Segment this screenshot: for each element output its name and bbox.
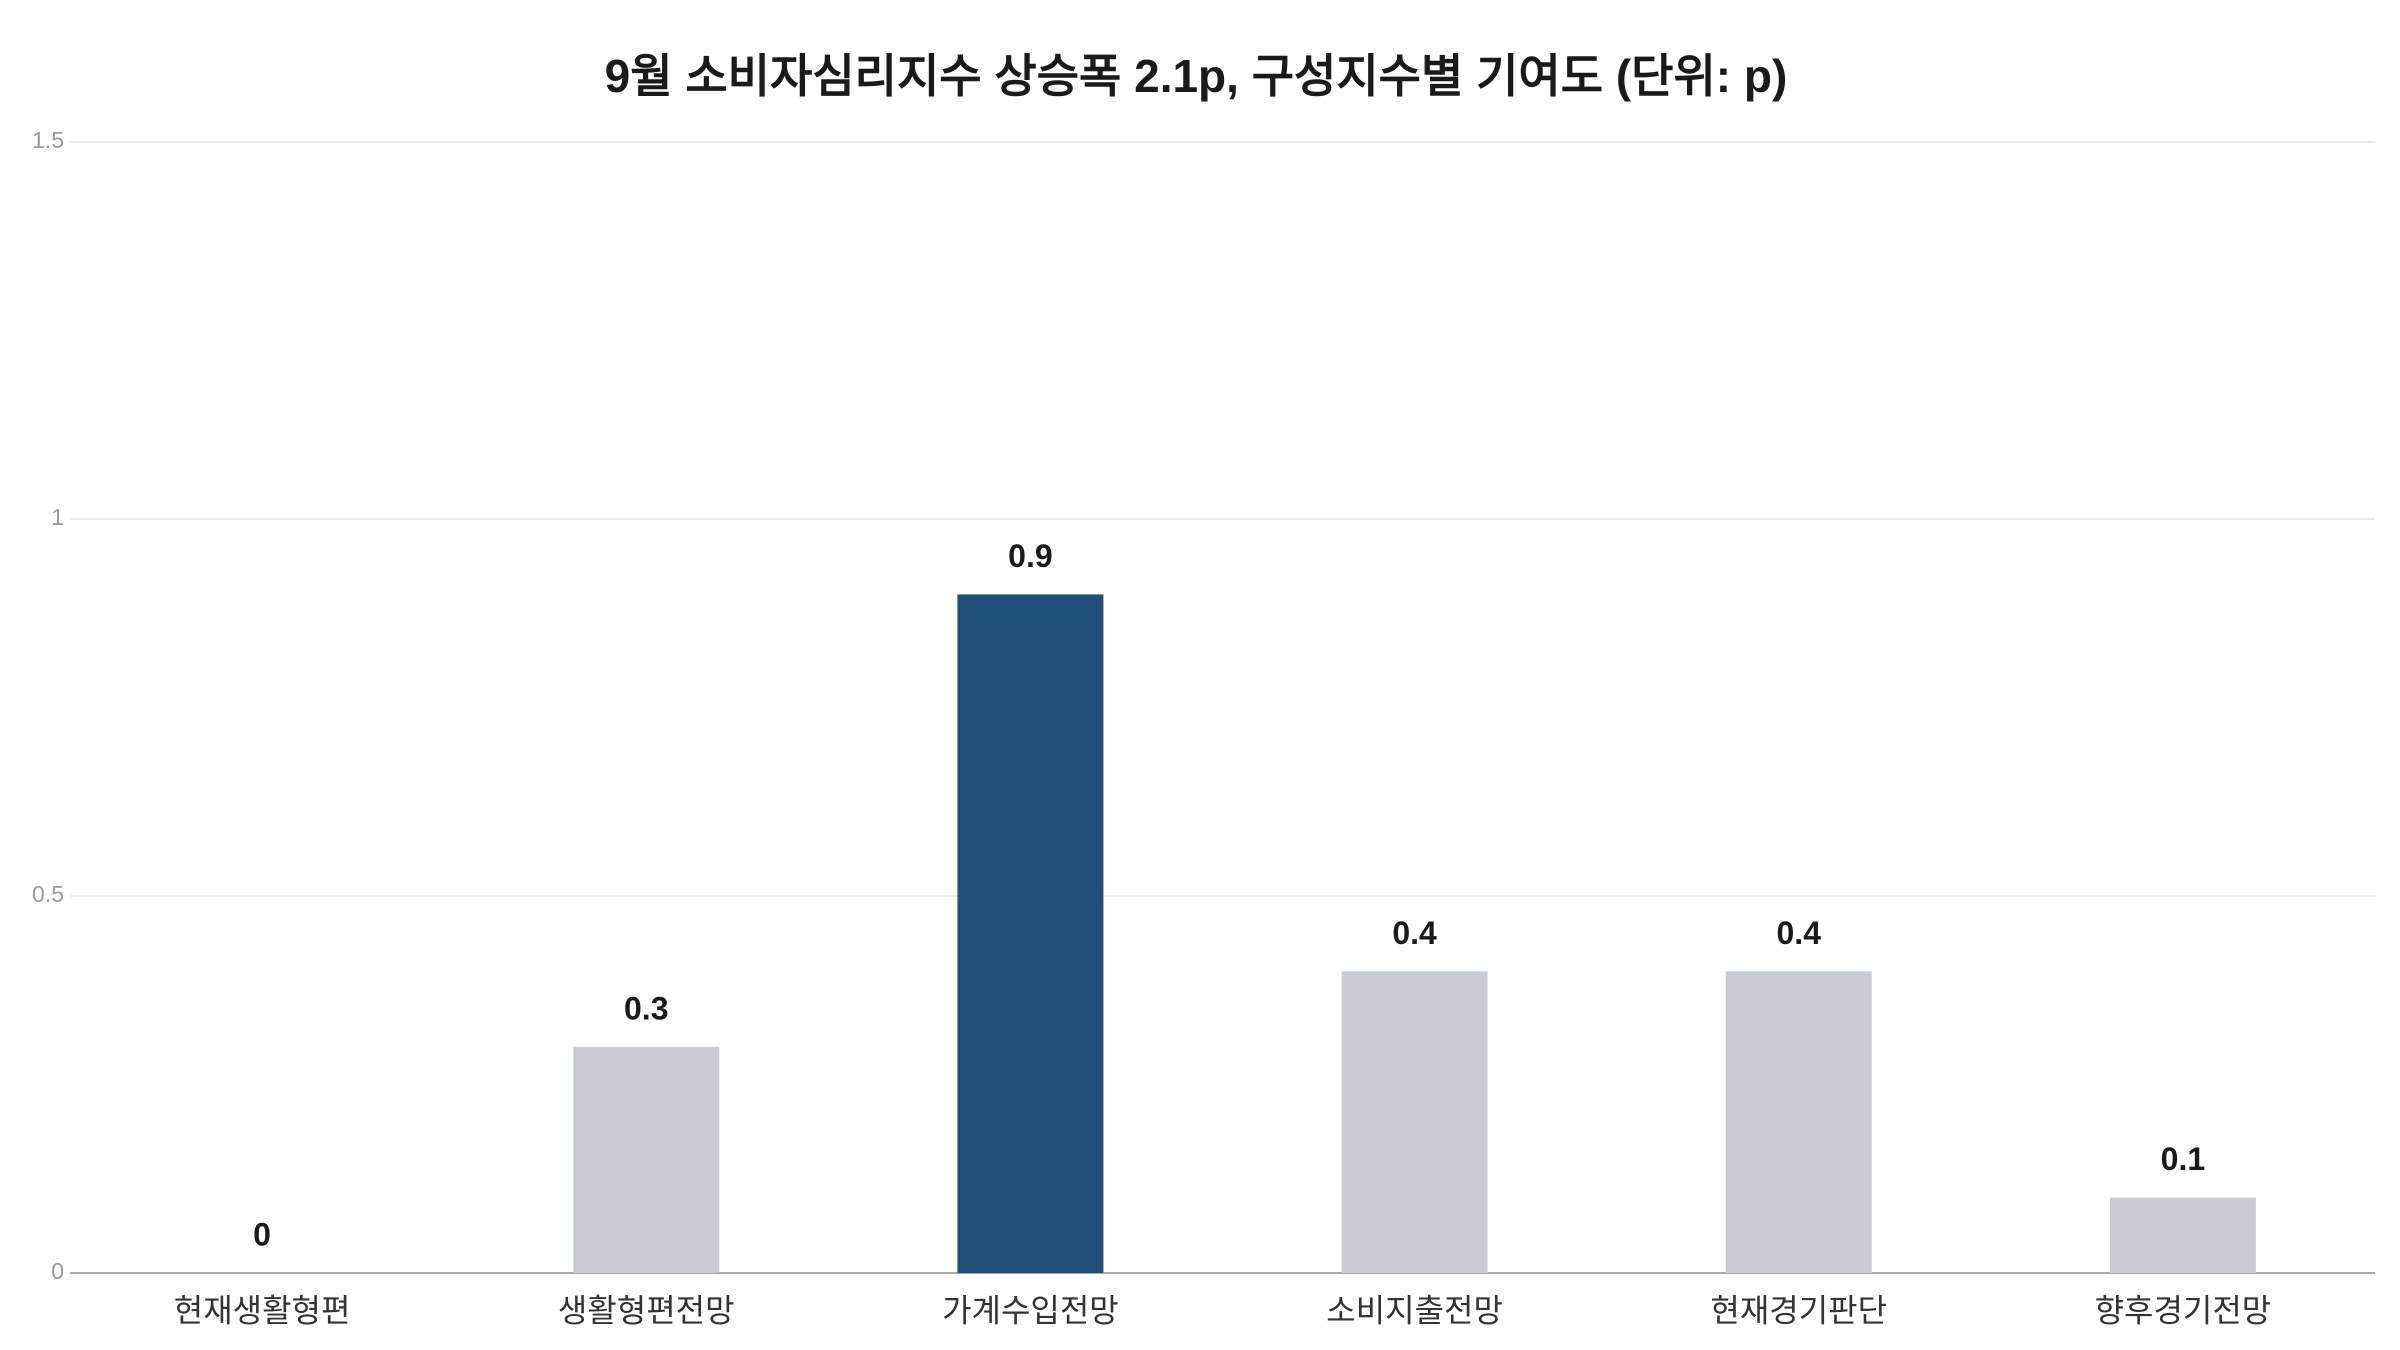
bar bbox=[1341, 971, 1488, 1273]
y-tick-label: 1.5 bbox=[32, 127, 64, 153]
value-label: 0.4 bbox=[1777, 915, 1822, 951]
x-tick-label: 현재경기판단 bbox=[1710, 1292, 1887, 1328]
x-tick-label: 현재생활형편 bbox=[174, 1292, 351, 1328]
y-tick-label: 1 bbox=[51, 504, 64, 530]
value-label: 0.4 bbox=[1392, 915, 1437, 951]
chart-title: 9월 소비자심리지수 상승폭 2.1p, 구성지수별 기여도 (단위: p) bbox=[605, 50, 1788, 102]
x-tick-label: 생활형편전망 bbox=[558, 1292, 735, 1328]
bar bbox=[2109, 1197, 2256, 1273]
x-tick-label: 가계수입전망 bbox=[942, 1292, 1119, 1328]
y-tick-label: 0 bbox=[51, 1258, 64, 1284]
value-label: 0.3 bbox=[624, 990, 668, 1026]
bar bbox=[573, 1046, 720, 1273]
x-tick-label: 소비지출전망 bbox=[1326, 1292, 1503, 1328]
y-tick-label: 0.5 bbox=[32, 881, 64, 907]
bar bbox=[1725, 971, 1872, 1273]
value-label: 0.1 bbox=[2161, 1141, 2205, 1177]
bar bbox=[957, 594, 1104, 1273]
x-tick-label: 향후경기전망 bbox=[2095, 1292, 2272, 1328]
value-label: 0 bbox=[253, 1216, 271, 1252]
value-label: 0.9 bbox=[1008, 538, 1052, 574]
